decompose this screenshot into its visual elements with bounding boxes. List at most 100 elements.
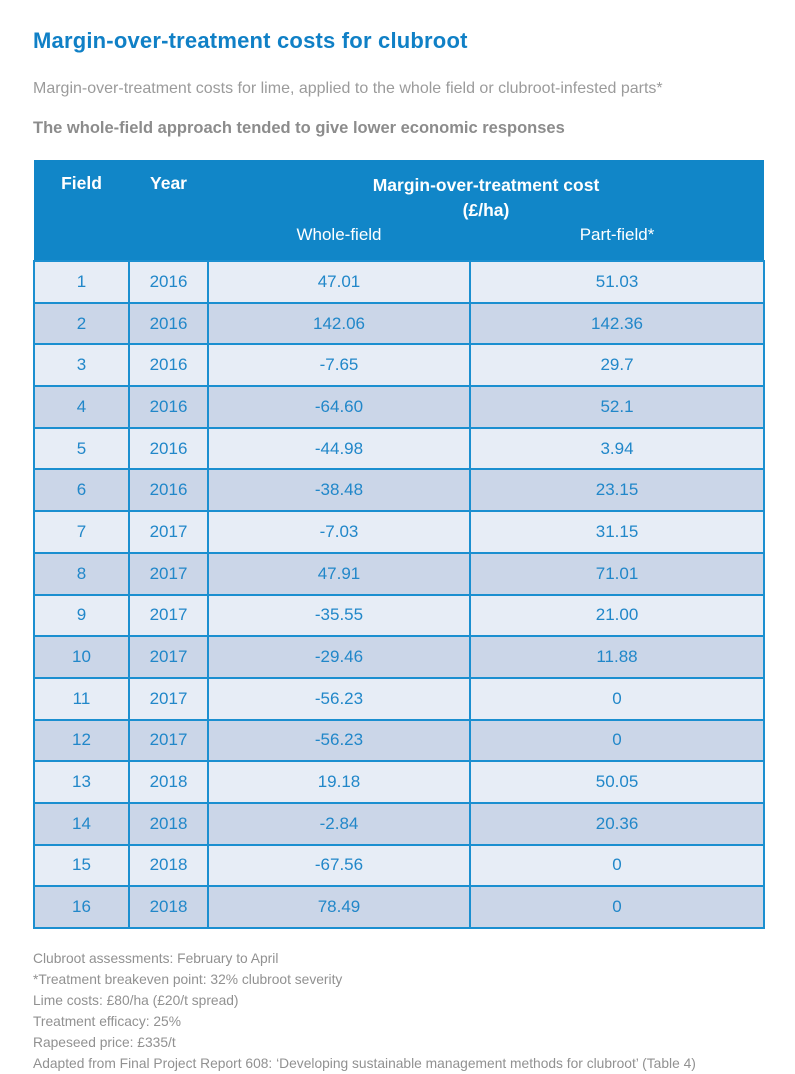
field-cell: 11	[33, 676, 130, 721]
part-field-cell: 29.7	[468, 343, 766, 388]
part-field-cell: 3.94	[468, 426, 766, 471]
table-header: Field Year Margin-over-treatment cost (£…	[34, 160, 765, 261]
table-row: 11 2017 -56.23 0	[33, 676, 766, 721]
part-field-cell: 0	[468, 676, 766, 721]
part-field-cell: 31.15	[468, 510, 766, 554]
table-row: 12 2017 -56.23 0	[33, 718, 766, 763]
footnote-line: Clubroot assessments: February to April	[33, 951, 279, 966]
whole-field-cell: -56.23	[207, 676, 471, 721]
year-cell: 2016	[128, 468, 209, 513]
key-message: The whole-field approach tended to give …	[33, 119, 565, 137]
table-row: 8 2017 47.91 71.01	[33, 551, 766, 596]
field-cell: 7	[33, 510, 130, 554]
field-cell: 15	[33, 843, 130, 888]
year-cell: 2018	[128, 760, 209, 804]
table-row: 16 2018 78.49 0	[33, 885, 766, 929]
column-header-group-line1: Margin-over-treatment cost	[372, 175, 600, 195]
part-field-cell: 0	[468, 718, 766, 763]
part-field-cell: 11.88	[468, 635, 766, 679]
part-field-cell: 21.00	[468, 593, 766, 638]
field-cell: 16	[33, 885, 130, 929]
table-row: 1 2016 47.01 51.03	[33, 260, 766, 304]
year-cell: 2017	[128, 676, 209, 721]
year-cell: 2016	[128, 426, 209, 471]
year-cell: 2018	[128, 801, 209, 846]
table-row: 14 2018 -2.84 20.36	[33, 801, 766, 846]
field-cell: 9	[33, 593, 130, 638]
whole-field-cell: 142.06	[207, 301, 471, 346]
field-cell: 8	[33, 551, 130, 596]
whole-field-cell: -2.84	[207, 801, 471, 846]
page-title: Margin-over-treatment costs for clubroot	[33, 28, 468, 53]
footnote-line: Lime costs: £80/ha (£20/t spread)	[33, 993, 239, 1008]
year-cell: 2017	[128, 718, 209, 763]
column-header-whole-field: Whole-field	[208, 223, 470, 261]
whole-field-cell: -7.65	[207, 343, 471, 388]
field-cell: 13	[33, 760, 130, 804]
year-cell: 2017	[128, 551, 209, 596]
field-cell: 2	[33, 301, 130, 346]
table-body: 1 2016 47.01 51.03 2 2016 142.06 142.36 3 2016 -7.…	[33, 260, 766, 929]
year-cell: 2018	[128, 885, 209, 929]
year-cell: 2017	[128, 593, 209, 638]
table-row: 10 2017 -29.46 11.88	[33, 635, 766, 679]
whole-field-cell: -35.55	[207, 593, 471, 638]
field-cell: 1	[33, 260, 130, 304]
field-cell: 4	[33, 385, 130, 429]
table-row: 7 2017 -7.03 31.15	[33, 510, 766, 554]
field-cell: 14	[33, 801, 130, 846]
footnote-line: *Treatment breakeven point: 32% clubroot…	[33, 972, 343, 987]
field-cell: 10	[33, 635, 130, 679]
column-header-field: Field	[34, 160, 129, 261]
year-cell: 2016	[128, 260, 209, 304]
table-row: 2 2016 142.06 142.36	[33, 301, 766, 346]
table-row: 6 2016 -38.48 23.15	[33, 468, 766, 513]
part-field-cell: 23.15	[468, 468, 766, 513]
footnotes: Clubroot assessments: February to April *…	[33, 948, 763, 1074]
table-row: 9 2017 -35.55 21.00	[33, 593, 766, 638]
table-row: 13 2018 19.18 50.05	[33, 760, 766, 804]
table-row: 15 2018 -67.56 0	[33, 843, 766, 888]
field-cell: 5	[33, 426, 130, 471]
field-cell: 3	[33, 343, 130, 388]
part-field-cell: 20.36	[468, 801, 766, 846]
page-subtitle: Margin-over-treatment costs for lime, ap…	[33, 80, 663, 97]
table-row: 3 2016 -7.65 29.7	[33, 343, 766, 388]
whole-field-cell: -29.46	[207, 635, 471, 679]
part-field-cell: 71.01	[468, 551, 766, 596]
field-cell: 12	[33, 718, 130, 763]
part-field-cell: 0	[468, 885, 766, 929]
year-cell: 2016	[128, 385, 209, 429]
whole-field-cell: -44.98	[207, 426, 471, 471]
footnote-line: Adapted from Final Project Report 608: ‘…	[33, 1056, 696, 1071]
part-field-cell: 51.03	[468, 260, 766, 304]
whole-field-cell: -64.60	[207, 385, 471, 429]
whole-field-cell: -7.03	[207, 510, 471, 554]
column-header-group-line2: (£/ha)	[462, 200, 510, 220]
footnote-line: Treatment efficacy: 25%	[33, 1014, 181, 1029]
column-header-part-field: Part-field*	[470, 223, 765, 261]
part-field-cell: 0	[468, 843, 766, 888]
whole-field-cell: 47.01	[207, 260, 471, 304]
whole-field-cell: -56.23	[207, 718, 471, 763]
part-field-cell: 50.05	[468, 760, 766, 804]
whole-field-cell: 78.49	[207, 885, 471, 929]
whole-field-cell: -38.48	[207, 468, 471, 513]
footnote-line: Rapeseed price: £335/t	[33, 1035, 176, 1050]
margin-cost-table: Field Year Margin-over-treatment cost (£…	[33, 160, 766, 929]
table-row: 4 2016 -64.60 52.1	[33, 385, 766, 429]
part-field-cell: 142.36	[468, 301, 766, 346]
whole-field-cell: 47.91	[207, 551, 471, 596]
whole-field-cell: 19.18	[207, 760, 471, 804]
column-header-year: Year	[129, 160, 208, 261]
year-cell: 2018	[128, 843, 209, 888]
table-row: 5 2016 -44.98 3.94	[33, 426, 766, 471]
column-header-group: Margin-over-treatment cost (£/ha)	[208, 160, 765, 223]
part-field-cell: 52.1	[468, 385, 766, 429]
field-cell: 6	[33, 468, 130, 513]
year-cell: 2017	[128, 635, 209, 679]
year-cell: 2016	[128, 301, 209, 346]
whole-field-cell: -67.56	[207, 843, 471, 888]
year-cell: 2016	[128, 343, 209, 388]
